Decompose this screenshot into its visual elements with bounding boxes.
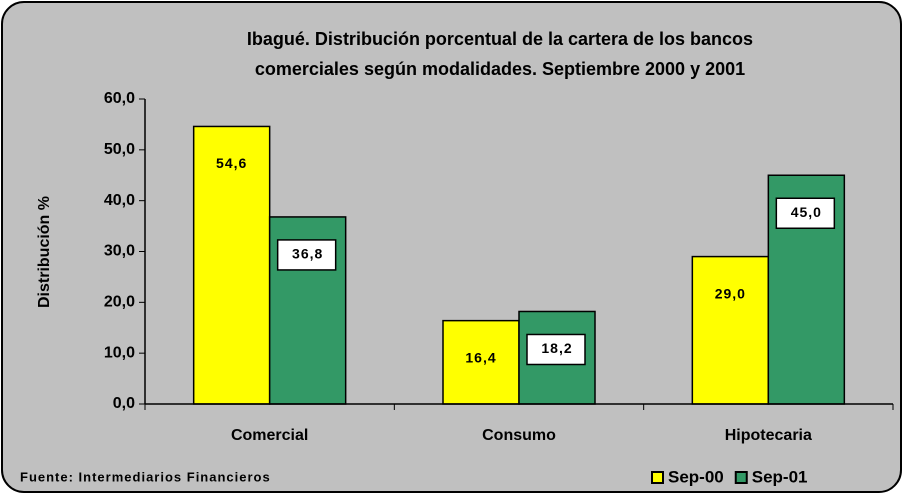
bar <box>192 125 271 405</box>
x-tick-label: Consumo <box>482 427 556 444</box>
legend-label: Sep-01 <box>752 467 808 486</box>
y-axis-label: Distribución % <box>36 196 53 308</box>
y-tick-label: 40,0 <box>104 192 135 209</box>
value-label-box <box>526 333 586 366</box>
y-tick-label: 30,0 <box>104 243 135 260</box>
value-label: 54,6 <box>216 155 247 171</box>
y-tick-label: 0,0 <box>113 395 135 412</box>
y-tick-label: 20,0 <box>104 294 135 311</box>
value-label-box <box>276 239 337 271</box>
y-tick-label: 10,0 <box>104 344 135 361</box>
x-tick-label: Comercial <box>231 427 308 444</box>
value-label: 29,0 <box>715 285 746 301</box>
source-note: Fuente: Intermediarios Financieros <box>20 469 271 484</box>
x-tick-label: Hipotecaria <box>725 427 812 444</box>
legend-label: Sep-00 <box>668 467 724 486</box>
value-label: 16,4 <box>465 349 496 365</box>
value-label: 45,0 <box>791 204 822 220</box>
value-label: 36,8 <box>292 246 323 262</box>
legend-swatch <box>651 471 664 484</box>
bar <box>442 319 520 405</box>
y-tick-label: 60,0 <box>104 90 135 107</box>
chart-title: Ibagué. Distribución porcentual de la ca… <box>247 29 753 49</box>
chart-title: comerciales según modalidades. Septiembr… <box>255 59 745 79</box>
y-tick-label: 50,0 <box>104 141 135 158</box>
value-label: 18,2 <box>541 340 572 356</box>
bar <box>691 255 770 405</box>
legend-swatch <box>734 471 748 484</box>
value-label-box <box>775 197 836 229</box>
